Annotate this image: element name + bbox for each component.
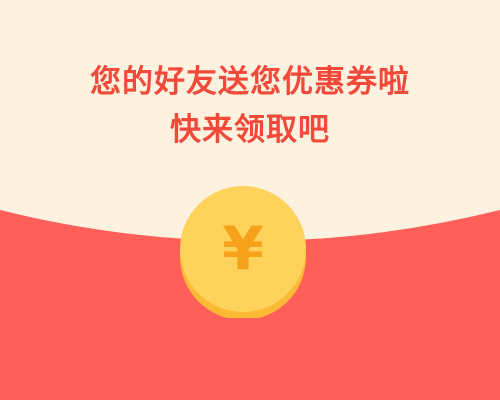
headline-line-2: 快来领取吧 [170, 112, 330, 148]
headline-line-1: 您的好友送您优惠券啦 [90, 64, 410, 100]
yuan-coin-icon [180, 186, 306, 318]
open-envelope-button[interactable]: ¥ [178, 184, 312, 318]
yuan-symbol: ¥ [222, 214, 264, 284]
coupon-headline: 您的好友送您优惠券啦 快来领取吧 [0, 58, 500, 154]
